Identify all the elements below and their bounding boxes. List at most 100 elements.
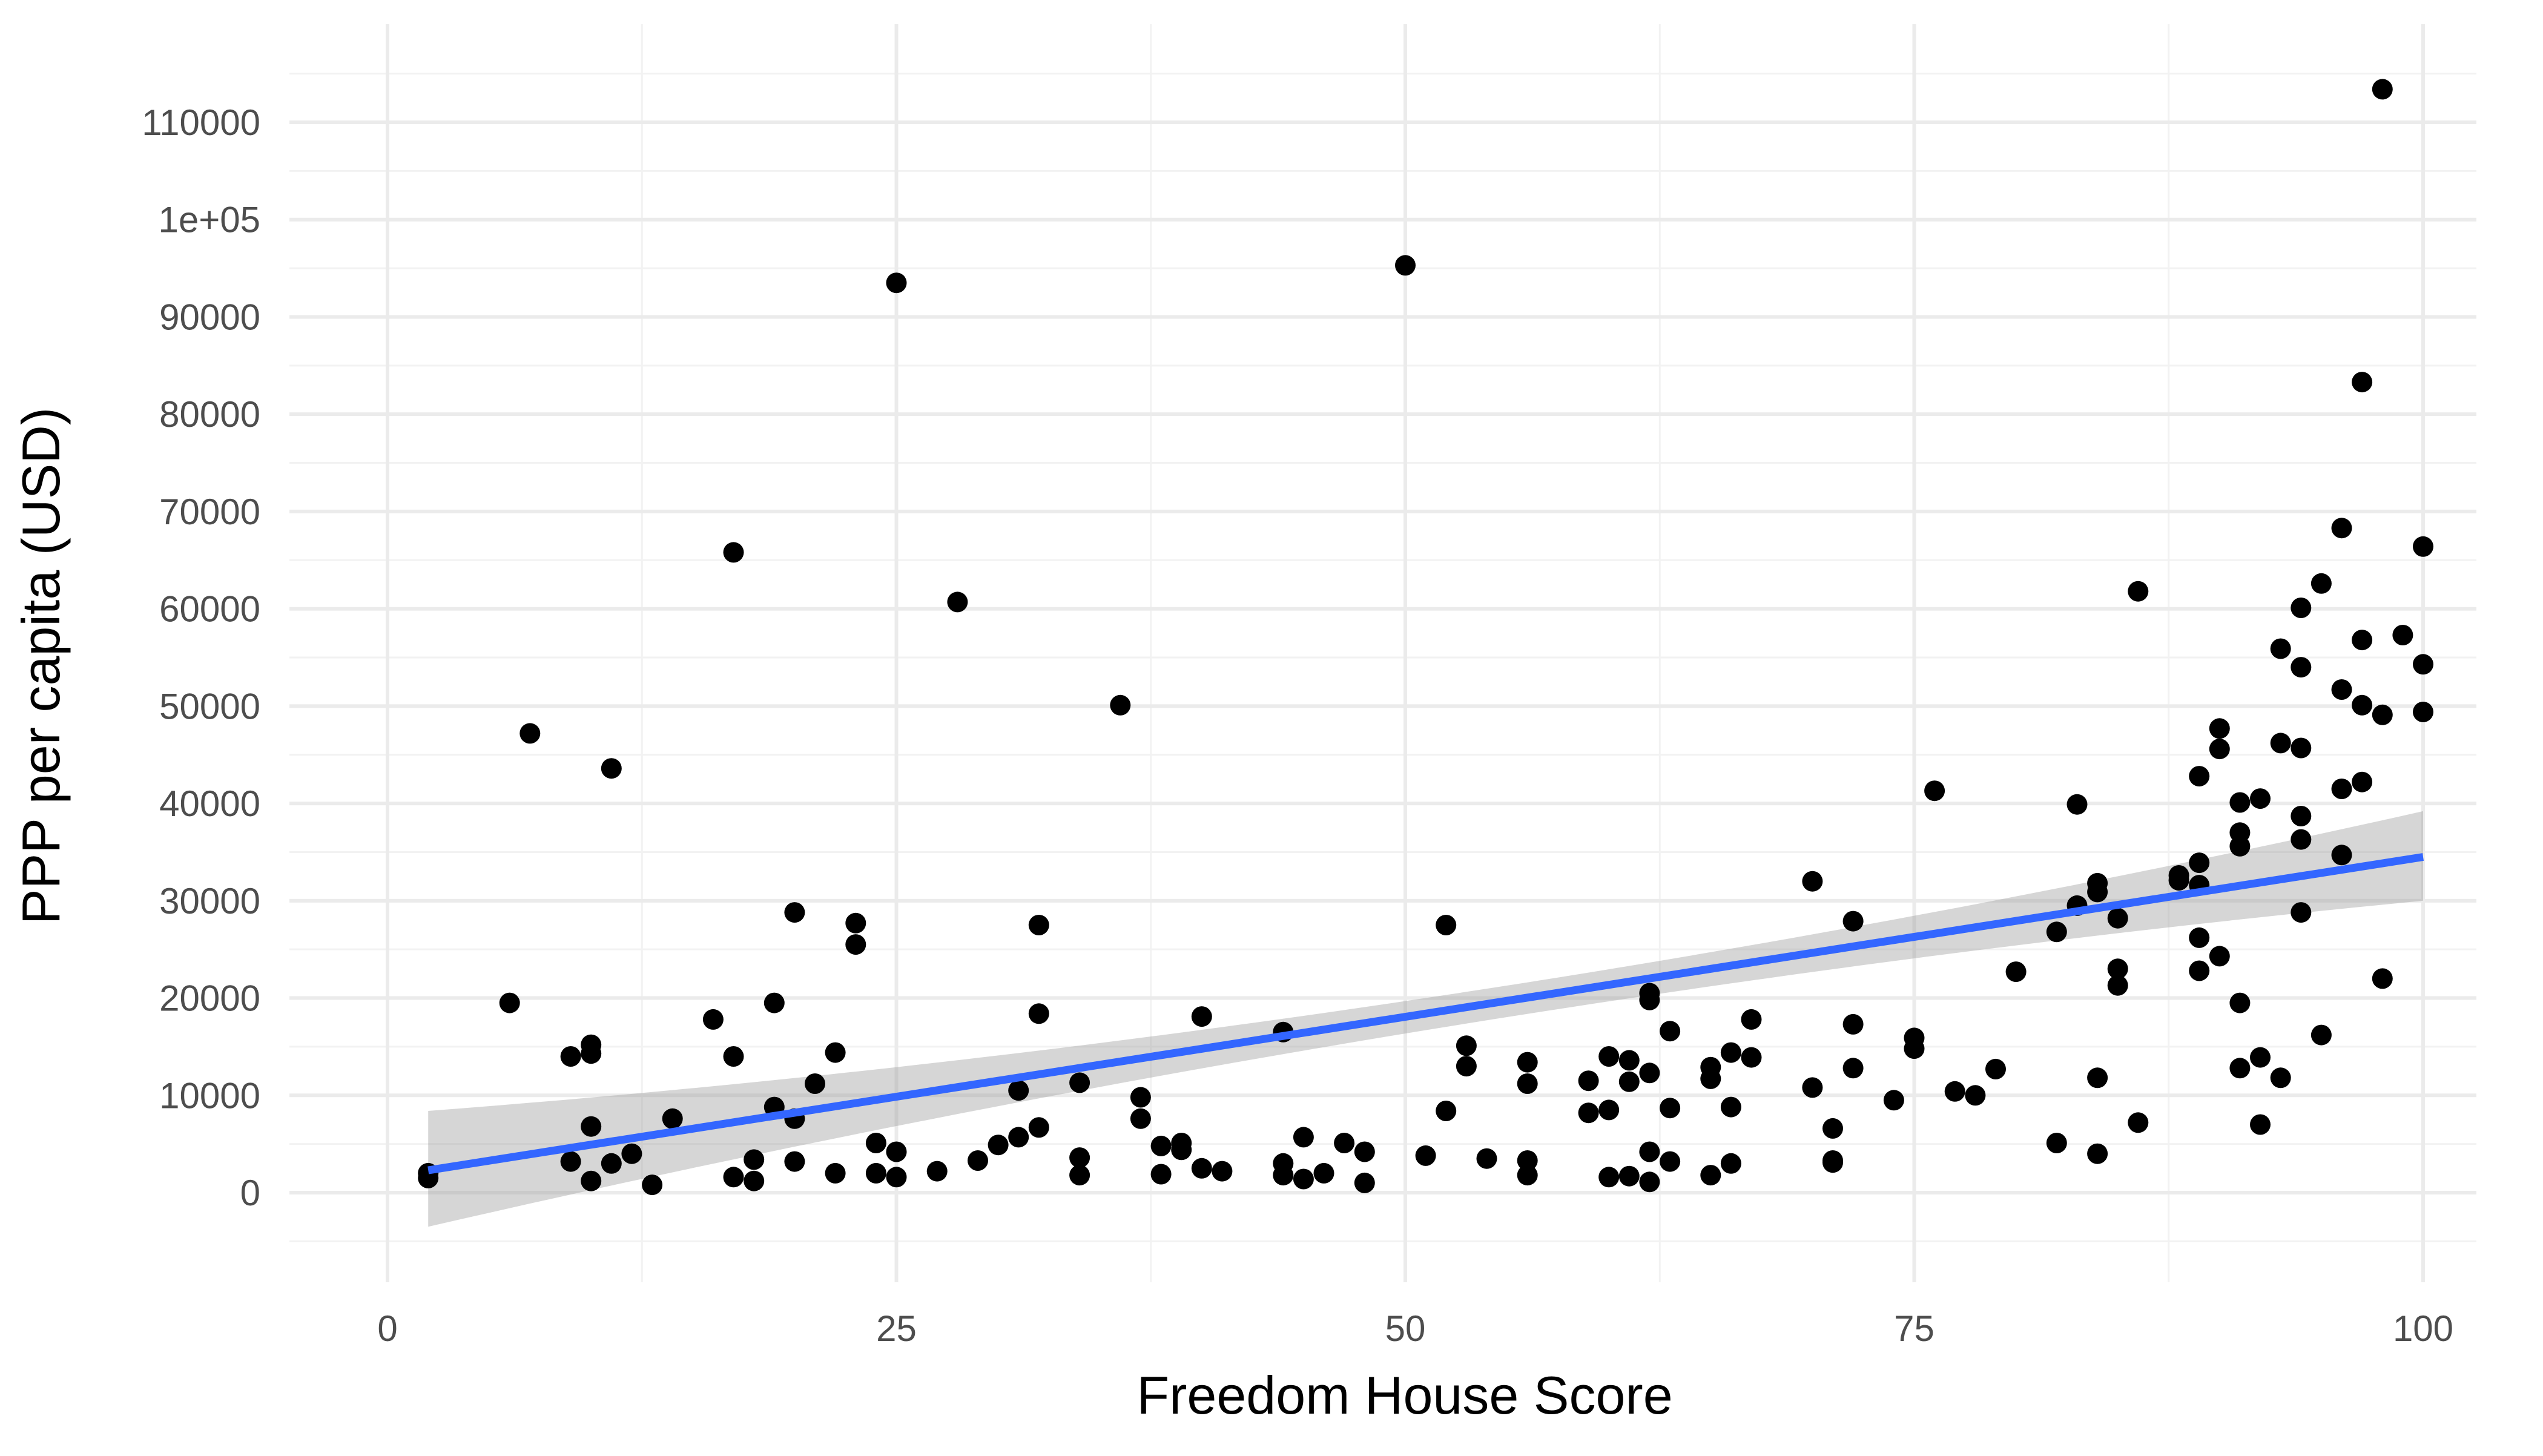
- data-point: [2087, 1143, 2108, 1164]
- data-point: [1517, 1073, 1538, 1094]
- x-tick-label: 25: [876, 1308, 917, 1349]
- data-point: [2005, 961, 2027, 983]
- data-point: [988, 1135, 1009, 1156]
- data-point: [1028, 915, 1049, 935]
- data-point: [1517, 1165, 1538, 1186]
- minor-gridlines: [289, 24, 2476, 1282]
- data-point: [1639, 1062, 1660, 1084]
- data-point: [1150, 1135, 1172, 1156]
- data-point: [2229, 992, 2251, 1013]
- data-point: [2291, 657, 2312, 678]
- data-point: [1130, 1108, 1151, 1129]
- data-point: [1822, 1152, 1843, 1173]
- y-axis-title: PPP per capita (USD): [11, 407, 71, 924]
- data-point: [1293, 1127, 1314, 1148]
- data-point: [2352, 630, 2373, 651]
- data-point: [2372, 704, 2393, 725]
- data-point: [865, 1162, 886, 1184]
- data-point: [1842, 1013, 1864, 1035]
- data-point: [2189, 766, 2210, 787]
- data-point: [601, 758, 622, 779]
- data-point: [2270, 1067, 2291, 1089]
- data-point: [2229, 835, 2251, 857]
- data-point: [1028, 1003, 1049, 1024]
- data-point: [1944, 1081, 1965, 1102]
- data-point: [1191, 1158, 1212, 1179]
- x-axis-tick-labels: 0 25 50 75 100: [377, 1308, 2453, 1349]
- y-tick-label: 70000: [159, 492, 260, 532]
- data-point: [2229, 1058, 2251, 1079]
- y-tick-label: 110000: [142, 102, 260, 143]
- data-point: [1008, 1080, 1029, 1101]
- data-point: [926, 1161, 948, 1182]
- data-point: [581, 1170, 602, 1191]
- data-point: [1741, 1009, 1762, 1030]
- data-point: [2107, 958, 2128, 980]
- data-point: [1008, 1127, 1029, 1148]
- data-point: [1904, 1038, 1925, 1059]
- data-point: [2291, 737, 2312, 759]
- data-point: [2066, 794, 2088, 815]
- data-point: [2189, 927, 2210, 948]
- data-point: [2250, 1114, 2271, 1135]
- data-point: [1639, 1141, 1660, 1162]
- data-point: [2270, 638, 2291, 659]
- data-point: [1802, 1077, 1823, 1098]
- data-point: [2372, 79, 2393, 100]
- data-point: [1334, 1133, 1355, 1153]
- data-point: [1618, 1071, 1640, 1092]
- data-point: [764, 992, 785, 1013]
- data-point: [2310, 573, 2332, 594]
- data-point: [1110, 694, 1131, 716]
- data-point: [1842, 1058, 1864, 1079]
- data-point: [2189, 852, 2210, 874]
- data-point: [1293, 1168, 1314, 1190]
- data-point: [1191, 1006, 1212, 1027]
- data-point: [499, 992, 520, 1013]
- confidence-band-layer: [428, 811, 2424, 1227]
- data-point: [2413, 536, 2433, 557]
- data-point: [581, 1116, 602, 1137]
- x-axis-title: Freedom House Score: [1136, 1365, 1672, 1425]
- data-point: [968, 1150, 988, 1171]
- data-point: [1578, 1070, 1599, 1092]
- data-point: [886, 1141, 907, 1162]
- data-point: [1456, 1035, 1477, 1056]
- data-point: [1578, 1102, 1599, 1124]
- x-tick-label: 75: [1894, 1308, 1934, 1349]
- data-point: [601, 1153, 622, 1174]
- data-point: [2250, 788, 2271, 809]
- data-point: [1822, 1118, 1843, 1139]
- data-point: [662, 1108, 683, 1129]
- data-point: [2331, 679, 2352, 700]
- data-point: [2250, 1047, 2271, 1068]
- data-point: [642, 1174, 663, 1196]
- data-point: [947, 591, 968, 613]
- data-point: [2291, 806, 2312, 826]
- data-point: [2168, 870, 2189, 891]
- data-point: [1720, 1042, 1741, 1063]
- data-point: [2107, 975, 2128, 996]
- data-point: [1171, 1139, 1192, 1161]
- data-point: [2107, 908, 2128, 929]
- data-point: [2209, 718, 2230, 739]
- data-point: [886, 272, 907, 294]
- x-tick-label: 0: [377, 1308, 397, 1349]
- data-point: [519, 723, 541, 744]
- data-point: [2128, 581, 2149, 602]
- confidence-band: [428, 811, 2424, 1227]
- data-point: [1618, 1165, 1640, 1187]
- data-point: [2331, 518, 2352, 539]
- data-point: [2352, 694, 2373, 716]
- data-point: [1150, 1164, 1172, 1185]
- data-point: [621, 1143, 642, 1164]
- data-point: [2372, 968, 2393, 989]
- y-tick-label: 40000: [159, 783, 260, 824]
- y-tick-label: 20000: [159, 978, 260, 1019]
- data-point: [560, 1151, 581, 1172]
- data-point: [723, 542, 744, 563]
- data-point: [560, 1046, 581, 1067]
- data-point: [1212, 1161, 1233, 1182]
- data-point: [2189, 960, 2210, 981]
- data-point: [1517, 1150, 1538, 1171]
